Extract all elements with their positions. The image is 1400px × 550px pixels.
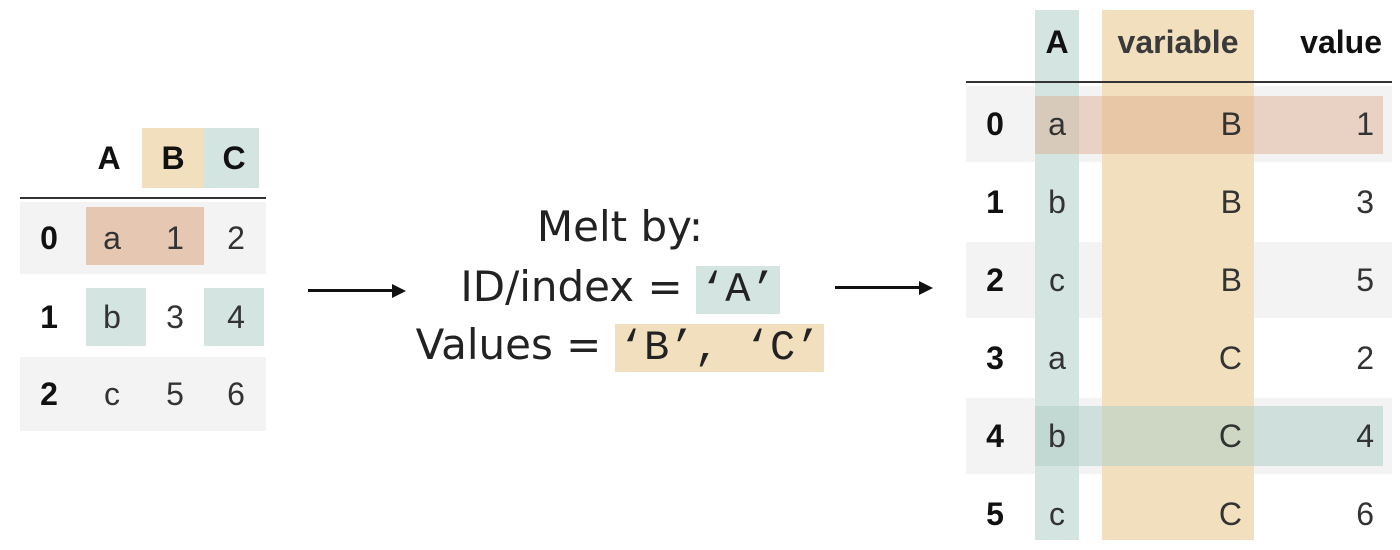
source-row-2-stripe bbox=[20, 357, 266, 431]
melt-id-line: ID/index = ‘A’ bbox=[380, 262, 860, 314]
source-cell-b-highlight bbox=[86, 288, 146, 346]
result-row-0-index: 0 bbox=[986, 105, 1004, 142]
melt-id-label: ID/index = bbox=[460, 262, 683, 311]
result-row-4-value: 4 bbox=[1356, 417, 1374, 454]
result-row-0-highlight bbox=[1035, 96, 1383, 154]
result-row-4-a: b bbox=[1048, 417, 1066, 454]
result-header-rule bbox=[966, 81, 1392, 83]
source-row-0-a: a bbox=[103, 219, 121, 256]
result-header-variable: variable bbox=[1117, 23, 1239, 60]
source-header-c: C bbox=[222, 139, 246, 176]
result-row-1-variable: B bbox=[1220, 183, 1242, 220]
source-row-0-index: 0 bbox=[40, 219, 58, 256]
result-row-4-index: 4 bbox=[986, 417, 1004, 454]
result-row-2-index: 2 bbox=[986, 261, 1004, 298]
source-header-b-highlight bbox=[142, 128, 204, 188]
result-row-4-highlight bbox=[1035, 406, 1383, 466]
result-row-3-variable: C bbox=[1218, 339, 1242, 376]
source-row-2-c: 6 bbox=[227, 375, 245, 412]
source-row-1-b: 3 bbox=[166, 298, 184, 335]
source-row-0-highlight bbox=[86, 207, 204, 265]
source-header-b: B bbox=[161, 139, 185, 176]
result-row-2-variable: B bbox=[1220, 261, 1242, 298]
result-row-1-value: 3 bbox=[1356, 183, 1374, 220]
melt-values-value: ‘B’, ‘C’ bbox=[614, 324, 825, 372]
result-row-5-variable: C bbox=[1218, 495, 1242, 532]
source-row-0-c: 2 bbox=[227, 219, 245, 256]
source-header-a: A bbox=[97, 139, 121, 176]
result-row-4-variable: C bbox=[1218, 417, 1242, 454]
source-row-2-b: 5 bbox=[166, 375, 184, 412]
source-cell-4-highlight bbox=[204, 288, 264, 346]
result-row-1-index: 1 bbox=[986, 183, 1004, 220]
melt-values-line: Values = ‘B’, ‘C’ bbox=[380, 320, 860, 372]
result-row-5-value: 6 bbox=[1356, 495, 1374, 532]
result-row-0-variable: B bbox=[1220, 105, 1242, 142]
result-header-value: value bbox=[1300, 23, 1382, 60]
melt-id-value: ‘A’ bbox=[696, 266, 780, 314]
melt-title: Melt by: bbox=[536, 202, 704, 251]
result-header-a: A bbox=[1045, 23, 1069, 60]
source-row-2-index: 2 bbox=[40, 375, 58, 412]
result-row-0-value: 1 bbox=[1356, 105, 1374, 142]
result-row-2-a: c bbox=[1049, 261, 1065, 298]
result-row-0-a: a bbox=[1048, 105, 1066, 142]
result-row-3-a: a bbox=[1048, 339, 1066, 376]
result-row-5-a: c bbox=[1049, 495, 1065, 532]
source-header-rule bbox=[20, 197, 266, 199]
melt-values-label: Values = bbox=[415, 320, 602, 369]
result-row-5-index: 5 bbox=[986, 495, 1004, 532]
source-row-1-a: b bbox=[103, 298, 121, 335]
result-row-3-index: 3 bbox=[986, 339, 1004, 376]
result-row-3-value: 2 bbox=[1356, 339, 1374, 376]
result-row-1-a: b bbox=[1048, 183, 1066, 220]
source-header-c-highlight bbox=[204, 128, 259, 188]
source-row-1-c: 4 bbox=[227, 298, 245, 335]
source-row-2-a: c bbox=[104, 375, 120, 412]
result-row-2-value: 5 bbox=[1356, 261, 1374, 298]
source-row-0-b: 1 bbox=[166, 219, 184, 256]
source-row-1-index: 1 bbox=[40, 298, 58, 335]
